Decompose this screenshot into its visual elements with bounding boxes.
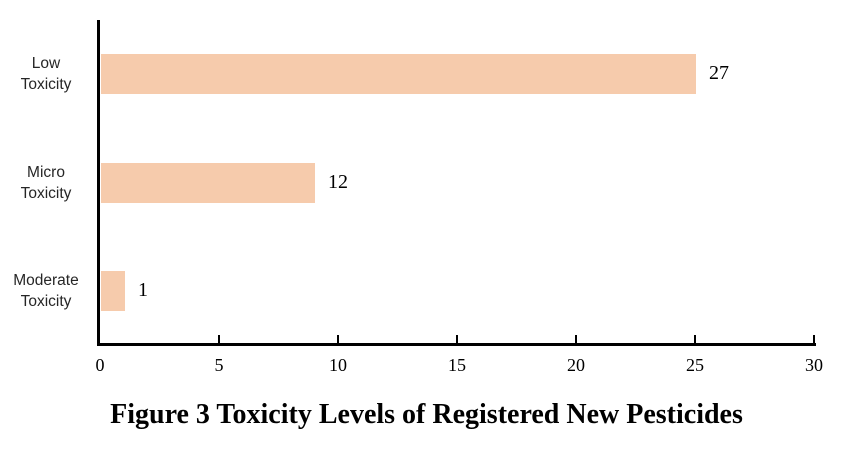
bar-value-label: 27 [709,62,729,84]
figure-caption: Figure 3 Toxicity Levels of Registered N… [110,399,743,430]
category-label: Moderate Toxicity [0,270,92,312]
x-axis-tick [337,335,339,346]
category-label: Micro Toxicity [0,162,92,204]
x-axis-tick-label: 25 [686,355,704,375]
x-axis-tick-label: 20 [567,355,585,375]
category-label-line: Micro [27,164,65,181]
x-axis-tick [218,335,220,346]
y-axis-line [97,20,100,346]
bar-moderate-toxicity [101,271,125,311]
x-axis-tick [694,335,696,346]
x-axis-tick-label: 5 [214,355,224,375]
category-label-line: Moderate [13,272,79,289]
category-label-line: Toxicity [20,76,72,93]
x-axis-tick-label: 10 [329,355,347,375]
bar-micro-toxicity [101,163,315,203]
category-label: Low Toxicity [0,53,92,95]
x-axis-tick [575,335,577,346]
bar-low-toxicity [101,54,696,94]
x-axis-tick-label: 0 [95,355,105,375]
category-label-line: Toxicity [20,293,72,310]
x-axis-tick [456,335,458,346]
category-label-line: Toxicity [20,185,72,202]
x-axis-tick-label: 15 [448,355,466,375]
x-axis-tick-label: 30 [805,355,823,375]
x-axis-tick [813,335,815,346]
bar-value-label: 12 [328,171,348,193]
category-label-line: Low [31,55,61,72]
bar-value-label: 1 [138,279,148,301]
